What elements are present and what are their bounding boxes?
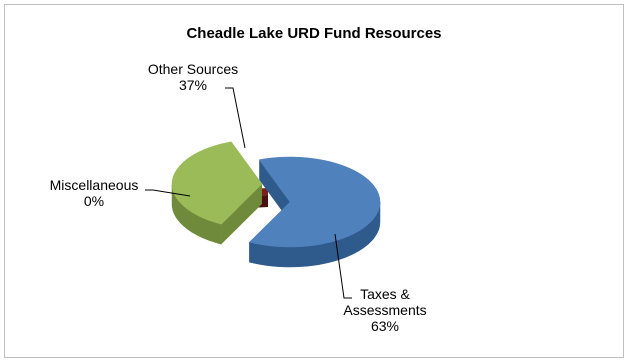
data-label-value: 0% bbox=[84, 193, 104, 209]
data-label-text: Miscellaneous bbox=[50, 177, 139, 193]
chart-title: Cheadle Lake URD Fund Resources bbox=[186, 25, 442, 42]
pie-slice-taxes-assessments bbox=[248, 156, 381, 248]
data-label-text: Taxes & bbox=[360, 286, 410, 302]
data-label-value: 37% bbox=[179, 77, 207, 93]
pie-slice-wall bbox=[259, 159, 290, 222]
data-label-text: Assessments bbox=[343, 302, 426, 318]
leader-line bbox=[145, 189, 191, 197]
pie-slice-other-sources bbox=[171, 141, 263, 225]
pie-slice-wall bbox=[221, 184, 262, 245]
data-label-value: 63% bbox=[371, 318, 399, 334]
leader-line bbox=[334, 233, 352, 299]
data-label-text: Other Sources bbox=[148, 61, 238, 77]
leader-line bbox=[225, 87, 246, 149]
